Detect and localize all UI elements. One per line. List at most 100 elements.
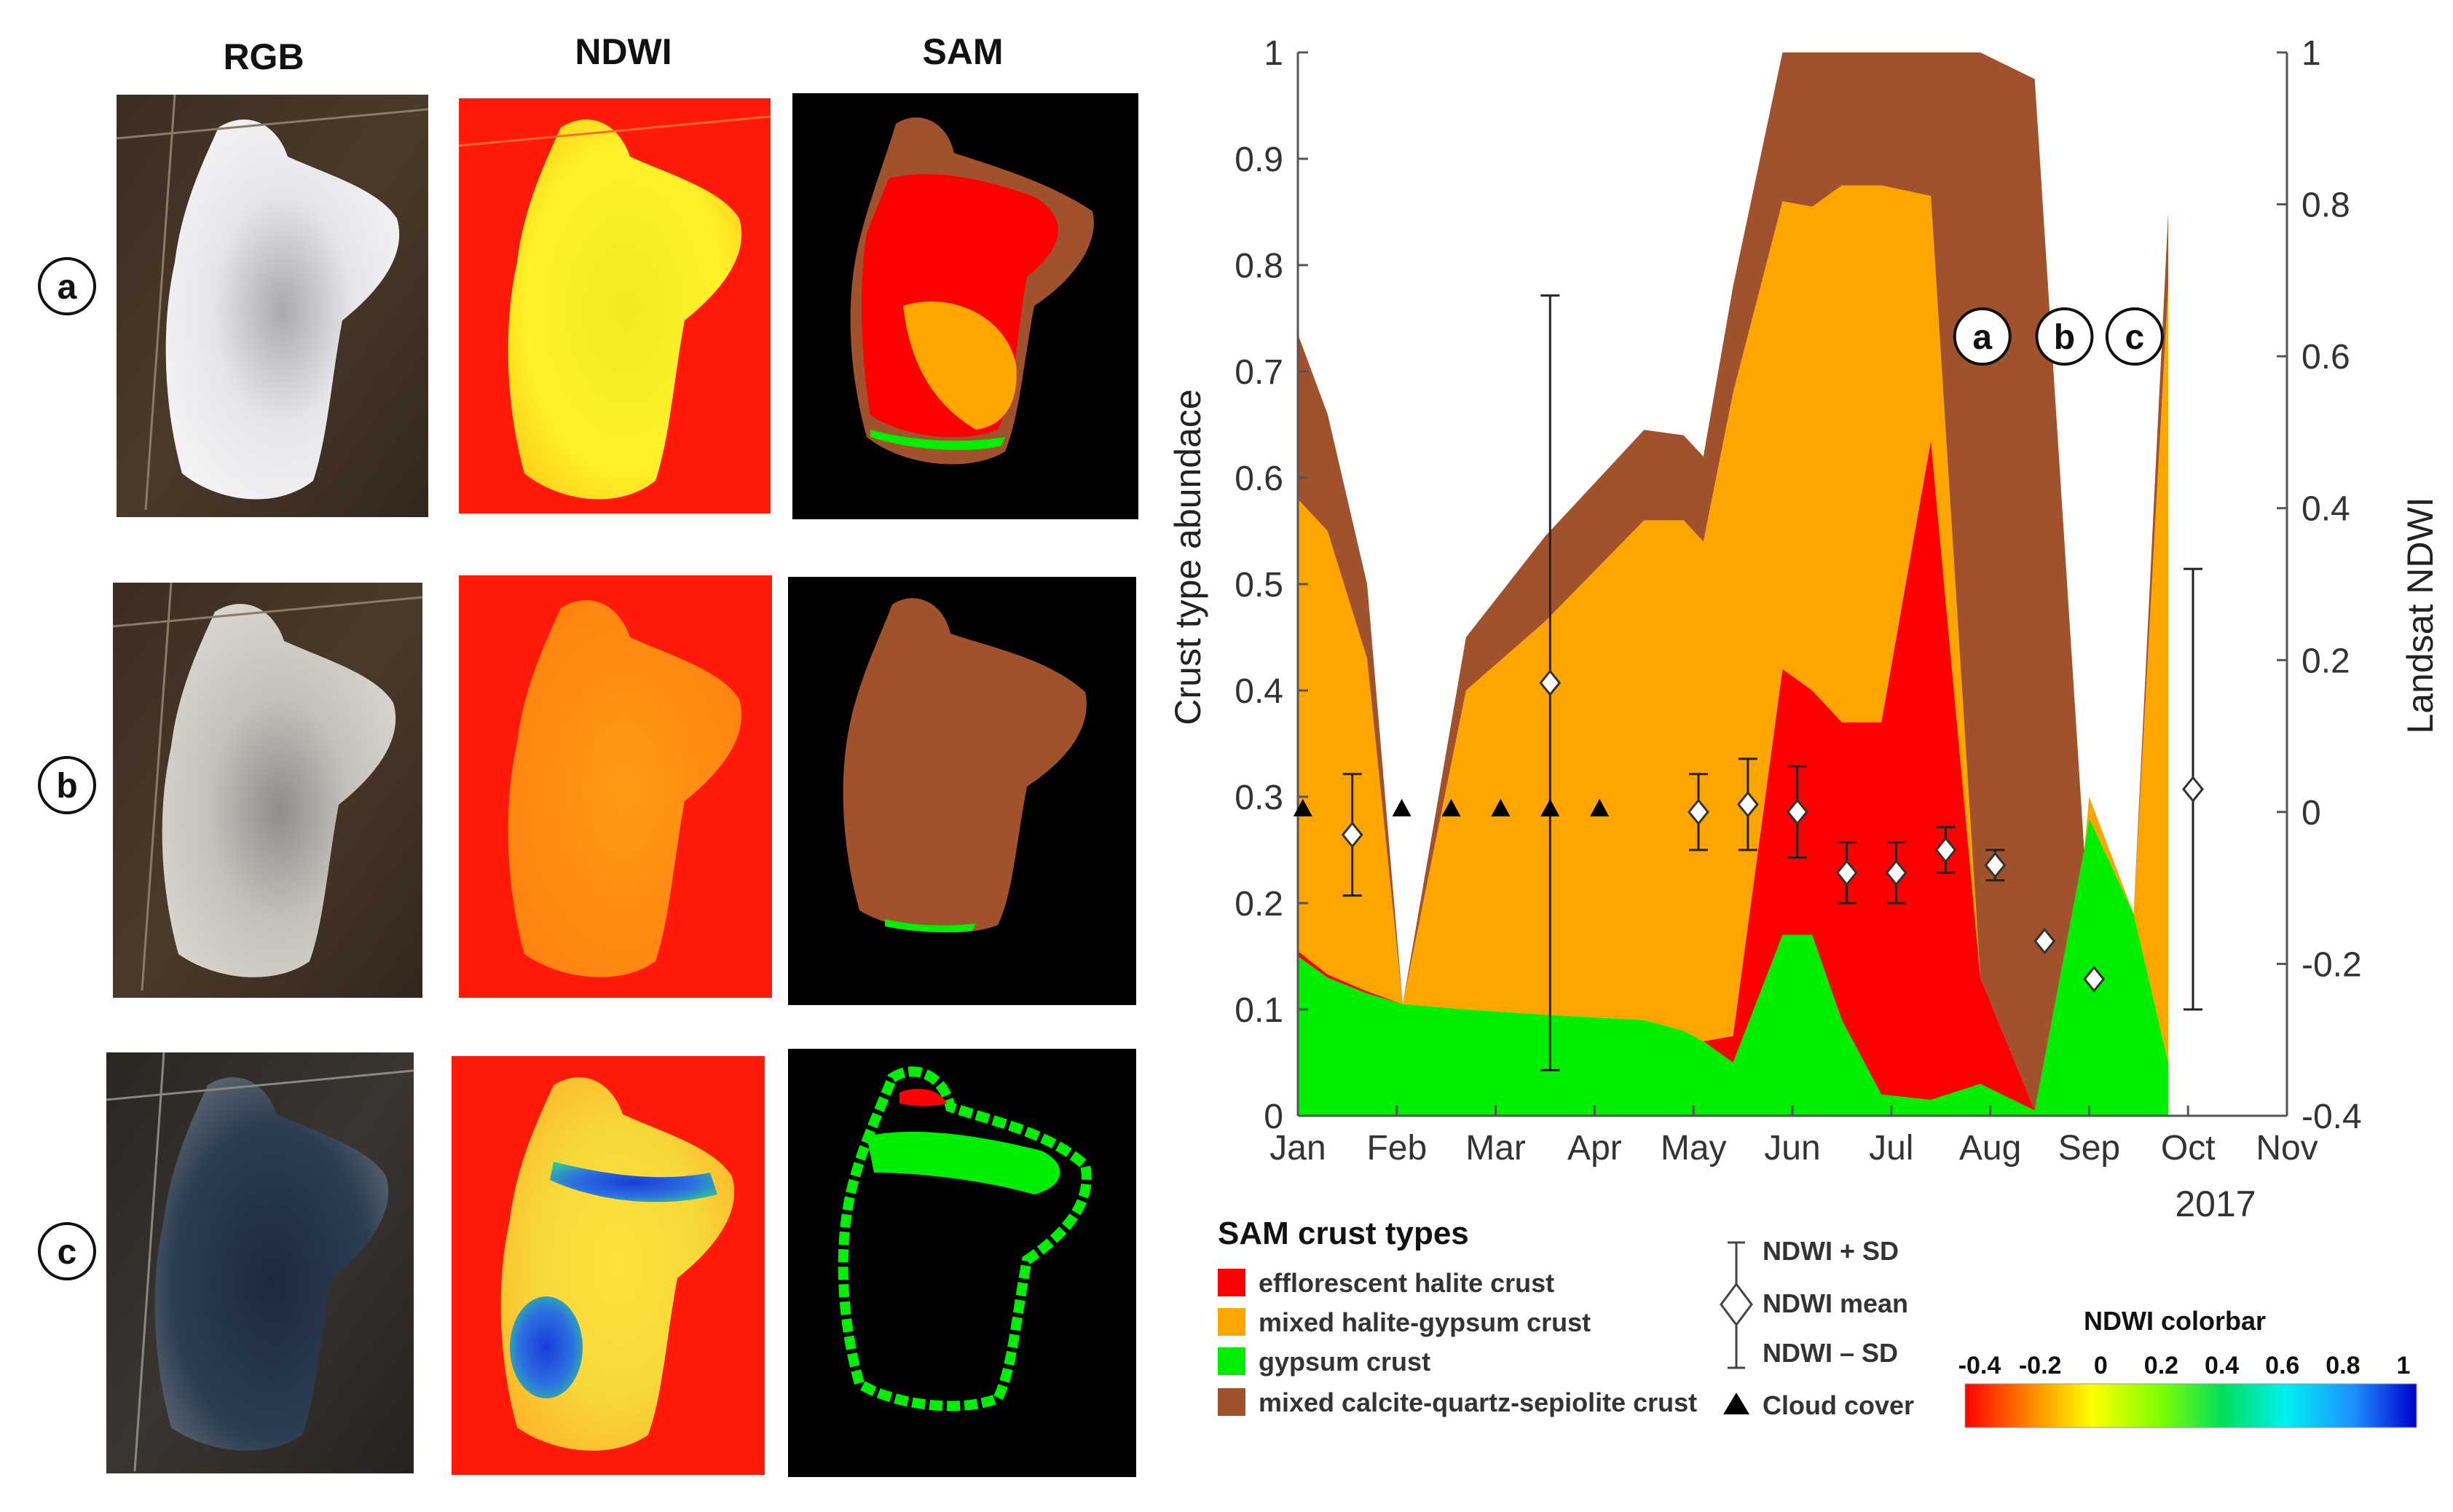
svg-text:b: b	[56, 767, 77, 806]
colorbar-tick-label: -0.4	[1958, 1352, 2001, 1379]
crust-abundance-chart: 0 0.1 0.2 0.3 0.4 0.5 0.6 0.7 0.8 0.9 1 -0.4 -0.2 0 0.…	[1168, 34, 2441, 1224]
scene-marker-circle	[2035, 307, 2094, 366]
area-mixed-calcite-quartz-sepiolite-crust	[1298, 52, 2169, 1111]
ndwi-mean-point	[1934, 836, 1957, 864]
colorbar-tick-label: 0.6	[2265, 1352, 2299, 1379]
x-tick-label: Apr	[1567, 1129, 1622, 1168]
x-tick-label: Feb	[1366, 1129, 1427, 1168]
row-label-b: b	[38, 756, 96, 814]
y2-tick-label: -0.4	[2302, 1098, 2362, 1136]
y2-tick-label: 0.8	[2302, 186, 2350, 225]
scene-marker-label: b	[2054, 318, 2075, 357]
ndwi-mean-point	[1341, 821, 1363, 848]
x-tick-label: May	[1661, 1129, 1727, 1168]
row-label-c: c	[38, 1222, 96, 1280]
legend-cloud-cover-icon	[1723, 1393, 1749, 1414]
ndwi-mean-point	[1984, 851, 2007, 879]
ndwi-colorbar	[1964, 1383, 2417, 1428]
legend-item-calcite: mixed calcite-quartz-sepiolite crust	[1259, 1387, 1697, 1417]
y2-tick-label: 0.6	[2302, 338, 2350, 377]
legend-cloud-cover: Cloud cover	[1763, 1390, 1914, 1420]
legend: SAM crust types efflorescent halite crus…	[1218, 1216, 2417, 1428]
x-tick-label: Nov	[2256, 1129, 2318, 1168]
ndwi-mean-point	[1786, 798, 1808, 826]
svg-text:c: c	[58, 1233, 77, 1272]
legend-ndwi-minus-sd: NDWI – SD	[1763, 1338, 1898, 1368]
cloud-cover-marker	[1293, 798, 1312, 816]
ndwi-mean-point	[1835, 859, 1858, 886]
legend-title: SAM crust types	[1218, 1216, 1469, 1251]
legend-ndwi-mean: NDWI mean	[1763, 1288, 1908, 1318]
legend-ndwi-errorbar-icon	[1720, 1241, 1753, 1369]
ndwi-mean-point	[1539, 669, 1562, 696]
ndwi-mean-point	[2083, 965, 2106, 993]
scene-marker-circle	[1953, 307, 2012, 366]
ndwi-mean-point	[1885, 859, 1907, 886]
sam-image-a	[792, 93, 1138, 519]
y-tick-label: 0	[1264, 1098, 1283, 1136]
legend-item-gypsum: gypsum crust	[1259, 1347, 1430, 1377]
row-label-a: a	[38, 257, 96, 315]
cloud-cover-marker	[1491, 798, 1511, 816]
y-tick-label: 0.7	[1235, 353, 1283, 392]
cloud-cover-marker	[1392, 798, 1411, 816]
svg-text:a: a	[58, 268, 77, 307]
y-tick-label: 0.4	[1235, 672, 1283, 711]
sam-image-c	[788, 1049, 1136, 1477]
area-gypsum-crust	[1298, 818, 2169, 1116]
y-axis-label: Crust type abundace	[1168, 389, 1208, 725]
legend-item-halite: efflorescent halite crust	[1259, 1268, 1554, 1298]
year-label: 2017	[2175, 1184, 2256, 1224]
y-tick-label: 0.8	[1235, 247, 1283, 286]
colorbar-tick-label: 0.2	[2144, 1352, 2178, 1379]
cloud-cover-marker	[1441, 798, 1461, 816]
scene-marker-label: c	[2125, 318, 2145, 357]
x-tick-label: Mar	[1465, 1129, 1526, 1168]
y-tick-label: 0.5	[1235, 566, 1283, 605]
ndwi-image-b	[459, 575, 772, 998]
ndwi-mean-point	[2033, 927, 2056, 955]
colorbar-title: NDWI colorbar	[2084, 1306, 2266, 1336]
scene-marker-label: a	[1972, 318, 1992, 357]
legend-swatch-halite-gypsum	[1218, 1308, 1245, 1336]
colorbar-tick-label: -0.2	[2019, 1352, 2062, 1379]
cloud-cover-marker	[1590, 798, 1610, 816]
colorbar-tick-label: 1	[2397, 1352, 2411, 1379]
y-tick-label: 0.3	[1235, 779, 1283, 817]
y2-tick-label: 0.4	[2302, 490, 2350, 529]
y2-tick-label: 0	[2302, 794, 2321, 832]
ndwi-mean-point	[2182, 776, 2204, 803]
legend-swatch-gypsum	[1218, 1347, 1245, 1375]
scene-marker-circle	[2105, 307, 2164, 366]
x-tick-label: Jun	[1764, 1129, 1820, 1168]
rgb-image-b	[112, 582, 423, 998]
x-tick-label: Aug	[1959, 1129, 2021, 1168]
legend-swatch-halite	[1218, 1269, 1245, 1296]
legend-item-halite-gypsum: mixed halite-gypsum crust	[1259, 1307, 1591, 1337]
ndwi-mean-point	[1688, 798, 1709, 826]
y-tick-label: 0.9	[1235, 141, 1283, 179]
ndwi-image-c	[452, 1056, 765, 1475]
header-sam: SAM	[922, 31, 1003, 72]
y-tick-label: 0.1	[1235, 991, 1283, 1030]
header-rgb: RGB	[223, 36, 304, 77]
x-tick-label: Jan	[1269, 1129, 1326, 1168]
y-tick-label: 0.2	[1235, 885, 1283, 924]
rgb-image-c	[106, 1052, 414, 1473]
colorbar-tick-label: 0.4	[2205, 1352, 2239, 1379]
legend-swatch-calcite	[1218, 1388, 1245, 1416]
x-tick-label: Oct	[2161, 1129, 2216, 1168]
area-efflorescent-halite-crust	[1298, 440, 2169, 1111]
y-tick-label: 0.6	[1235, 460, 1283, 498]
sam-image-b	[788, 577, 1136, 1005]
legend-ndwi-plus-sd: NDWI + SD	[1763, 1236, 1899, 1266]
y2-axis-label: Landsat NDWI	[2400, 497, 2441, 733]
x-tick-label: Sep	[2058, 1129, 2120, 1168]
colorbar-tick-label: 0.8	[2326, 1352, 2360, 1379]
colorbar-tick-label: 0	[2094, 1352, 2108, 1379]
ndwi-mean-point	[1736, 791, 1759, 818]
header-ndwi: NDWI	[575, 31, 672, 72]
area-mixed-halite-gypsum-crust	[1298, 185, 2169, 1111]
y-tick-label: 1	[1264, 34, 1283, 73]
